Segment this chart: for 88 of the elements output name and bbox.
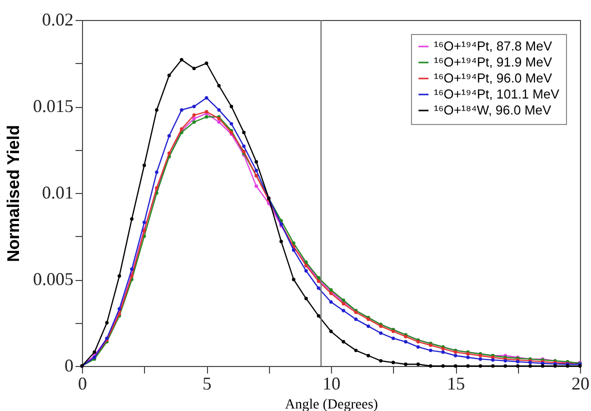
point <box>142 164 146 168</box>
point <box>342 340 346 344</box>
point <box>292 278 296 282</box>
point <box>478 364 482 368</box>
point <box>192 120 196 124</box>
legend-label: ¹⁶O+¹⁸⁴W, 96.0 MeV <box>434 102 552 118</box>
point <box>404 362 408 366</box>
point <box>528 364 532 368</box>
point <box>491 358 495 362</box>
point <box>416 345 420 349</box>
point <box>540 364 544 368</box>
point <box>516 364 520 368</box>
point <box>304 269 308 273</box>
x-tick-label: 20 <box>572 374 590 394</box>
point <box>118 307 122 311</box>
point <box>504 364 508 368</box>
point <box>466 364 470 368</box>
point <box>379 359 383 363</box>
point <box>105 321 109 324</box>
point <box>154 108 158 112</box>
x-tick-label: 10 <box>322 374 340 394</box>
point <box>180 58 184 62</box>
point <box>404 340 408 344</box>
point <box>192 113 196 117</box>
x-tick-label: 0 <box>78 374 87 394</box>
point <box>242 130 246 134</box>
point <box>204 96 208 100</box>
point <box>366 324 370 328</box>
point <box>416 362 420 366</box>
point <box>230 104 234 108</box>
point <box>329 300 333 304</box>
point <box>217 108 221 112</box>
point <box>441 364 445 368</box>
point <box>204 115 208 119</box>
point <box>366 354 370 358</box>
point <box>180 108 184 112</box>
point <box>342 308 346 312</box>
point <box>130 217 134 221</box>
point <box>230 122 234 126</box>
point <box>428 364 432 368</box>
legend-label: ¹⁶O+¹⁹⁴Pt, 101.1 MeV <box>434 86 560 102</box>
point <box>254 160 258 164</box>
point <box>441 350 445 354</box>
x-tick-label: 15 <box>447 374 465 394</box>
legend-label: ¹⁶O+¹⁹⁴Pt, 96.0 MeV <box>434 70 552 86</box>
point <box>118 274 122 278</box>
point <box>454 354 458 358</box>
point <box>167 74 171 78</box>
point <box>329 330 333 334</box>
x-tick-label: 5 <box>202 374 212 394</box>
point <box>192 116 196 120</box>
y-tick-label: 0.015 <box>33 96 74 116</box>
point <box>454 364 458 368</box>
y-tick-label: 0.02 <box>42 10 74 30</box>
point <box>491 364 495 368</box>
point <box>154 170 158 174</box>
y-tick-label: 0 <box>64 356 74 376</box>
point <box>428 348 432 352</box>
point <box>142 220 146 224</box>
point <box>354 318 358 322</box>
point <box>130 267 134 271</box>
point <box>167 151 171 155</box>
point <box>466 356 470 360</box>
y-tick-label: 0.005 <box>33 269 74 289</box>
point <box>192 104 196 108</box>
point <box>217 120 221 124</box>
point <box>217 84 221 88</box>
legend-label: ¹⁶O+¹⁹⁴Pt, 87.8 MeV <box>434 38 552 54</box>
y-tick-label: 0.01 <box>42 182 74 202</box>
point <box>316 314 320 318</box>
point <box>254 168 258 172</box>
point <box>379 331 383 335</box>
point <box>92 350 96 354</box>
point <box>254 184 258 188</box>
point <box>392 336 395 340</box>
y-axis-title: Normalised Yield <box>4 125 23 262</box>
point <box>354 348 358 352</box>
point <box>316 286 320 290</box>
point <box>167 134 171 138</box>
point <box>292 248 296 252</box>
point <box>279 240 283 244</box>
point <box>192 66 196 70</box>
point <box>478 357 482 361</box>
point <box>304 296 308 300</box>
legend-label: ¹⁶O+¹⁹⁴Pt, 91.9 MeV <box>434 54 552 70</box>
point <box>392 360 395 364</box>
point <box>242 144 246 148</box>
point <box>204 62 208 65</box>
